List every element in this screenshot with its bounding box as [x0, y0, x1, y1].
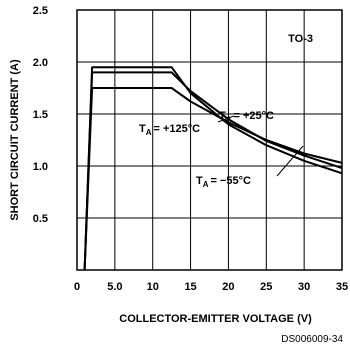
y-tick-label: 2.5 — [33, 5, 48, 17]
plot-frame — [76, 9, 343, 271]
x-tick-label: 35 — [336, 281, 348, 293]
x-tick-label: 25 — [260, 281, 272, 293]
package-label: TO-3 — [288, 33, 313, 45]
tick-labels: 0 5.0 10 15 20 25 30 35 0.5 1.0 1.5 2.0 2.5 — [33, 5, 348, 293]
annotation-125c: TA = +125°C — [139, 123, 200, 137]
leader-minus55c — [276, 145, 304, 177]
annotations: TA = +125°C TA = +25°C TA = −55°C — [139, 110, 274, 189]
annotation-minus55c: TA = −55°C — [196, 175, 251, 189]
leader-25c — [217, 115, 235, 123]
x-tick-label: 30 — [298, 281, 310, 293]
grid — [77, 10, 342, 270]
x-tick-label: 20 — [222, 281, 234, 293]
y-tick-label: 0.5 — [33, 213, 48, 225]
x-tick-label: 0 — [74, 281, 80, 293]
y-tick-label: 2.0 — [33, 57, 48, 69]
x-axis-label: COLLECTOR-EMITTER VOLTAGE (V) — [119, 313, 312, 325]
series-lines — [83, 66, 343, 271]
series-line-0 — [83, 66, 343, 271]
y-tick-label: 1.5 — [33, 109, 48, 121]
x-tick-label: 10 — [147, 281, 159, 293]
y-tick-label: 1.0 — [33, 161, 48, 173]
x-tick-label: 5.0 — [107, 281, 122, 293]
reference-code: DS006009-34 — [281, 334, 343, 345]
annotation-leaders — [217, 115, 304, 177]
y-axis-label: SHORT CIRCUIT CURRENT (A) — [9, 59, 21, 221]
series-line-1 — [83, 71, 343, 271]
x-tick-label: 15 — [184, 281, 196, 293]
annotation-25c: TA = +25°C — [219, 110, 274, 124]
